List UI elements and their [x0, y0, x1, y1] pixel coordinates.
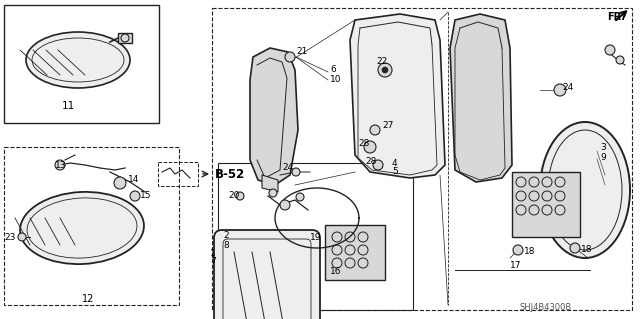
Text: 28: 28: [365, 158, 376, 167]
Ellipse shape: [20, 192, 144, 264]
Text: 17: 17: [510, 261, 522, 270]
Circle shape: [616, 56, 624, 64]
Bar: [4, 147, 179, 305]
Circle shape: [280, 200, 290, 210]
Text: 27: 27: [382, 122, 394, 130]
Text: 11: 11: [61, 101, 75, 111]
Text: 1: 1: [210, 249, 216, 257]
Circle shape: [292, 168, 300, 176]
Text: 20: 20: [228, 191, 239, 201]
Circle shape: [130, 191, 140, 201]
Bar: [158, 162, 198, 186]
Polygon shape: [250, 48, 298, 185]
Text: 23: 23: [4, 233, 16, 241]
Circle shape: [382, 67, 388, 73]
Circle shape: [605, 45, 615, 55]
Text: B-52: B-52: [215, 167, 245, 181]
Bar: [4, 5, 159, 123]
Text: 18: 18: [524, 248, 536, 256]
Text: 19: 19: [310, 233, 321, 241]
Circle shape: [373, 160, 383, 170]
Text: 8: 8: [223, 241, 228, 249]
Bar: [512, 172, 580, 237]
Polygon shape: [450, 14, 512, 182]
Text: 28: 28: [358, 138, 369, 147]
Text: 15: 15: [140, 191, 152, 201]
Ellipse shape: [540, 122, 630, 258]
Text: 5: 5: [392, 167, 397, 175]
Text: 18: 18: [581, 246, 593, 255]
Circle shape: [364, 141, 376, 153]
Text: 7: 7: [210, 257, 216, 266]
Text: 21: 21: [296, 48, 307, 56]
Text: 24: 24: [562, 84, 573, 93]
Circle shape: [296, 193, 304, 201]
Text: 16: 16: [330, 268, 342, 277]
Bar: [212, 8, 632, 310]
Polygon shape: [350, 14, 445, 178]
Circle shape: [114, 177, 126, 189]
Bar: [218, 163, 413, 310]
Circle shape: [18, 233, 26, 241]
Text: 14: 14: [128, 175, 140, 184]
Text: FR.: FR.: [607, 12, 625, 22]
Text: 4: 4: [392, 159, 397, 167]
Circle shape: [513, 245, 523, 255]
Text: 22: 22: [376, 56, 387, 65]
Text: 13: 13: [55, 160, 67, 169]
Circle shape: [236, 192, 244, 200]
Circle shape: [554, 84, 566, 96]
Polygon shape: [262, 175, 278, 192]
Text: 6: 6: [330, 65, 336, 75]
Text: SHJ4B4300B: SHJ4B4300B: [520, 303, 572, 313]
Text: 24: 24: [282, 164, 293, 173]
Circle shape: [378, 63, 392, 77]
Circle shape: [285, 52, 295, 62]
Text: 3: 3: [600, 144, 605, 152]
Bar: [325, 225, 385, 280]
Bar: [118, 33, 132, 43]
Text: 12: 12: [82, 294, 94, 304]
Text: 9: 9: [600, 152, 605, 161]
Ellipse shape: [26, 32, 130, 88]
FancyBboxPatch shape: [214, 230, 320, 319]
Circle shape: [269, 189, 277, 197]
Text: 2: 2: [223, 232, 228, 241]
Circle shape: [370, 125, 380, 135]
Circle shape: [570, 243, 580, 253]
Circle shape: [121, 34, 129, 42]
Circle shape: [55, 160, 65, 170]
Text: 10: 10: [330, 75, 342, 84]
